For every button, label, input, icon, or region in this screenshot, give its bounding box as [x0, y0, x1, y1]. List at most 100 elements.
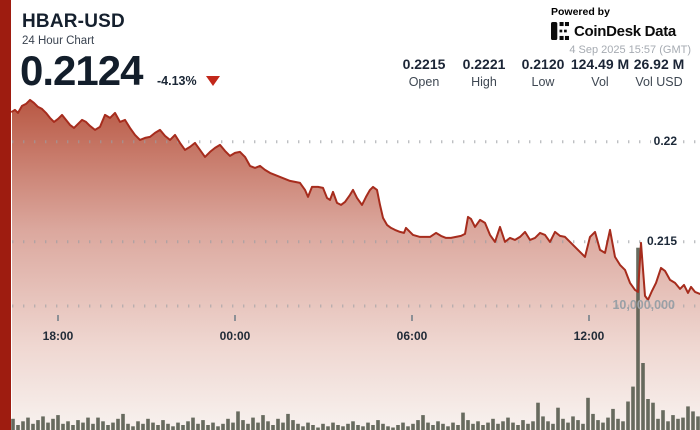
volume-bar	[646, 399, 650, 430]
volume-bar	[36, 420, 40, 430]
volume-bar	[121, 413, 125, 430]
volume-bar	[71, 425, 75, 430]
volume-bar	[401, 422, 405, 430]
volume-bar	[456, 425, 460, 430]
stat-high-label: High	[471, 75, 497, 89]
price-axis-label-022: 0.22	[650, 134, 680, 148]
current-price: 0.2124	[20, 47, 143, 94]
volume-bar	[16, 425, 20, 430]
volume-bar	[591, 413, 595, 430]
chart-subtitle: 24 Hour Chart	[22, 35, 95, 47]
stat-high: 0.2221 High	[463, 56, 506, 89]
volume-bar	[576, 420, 580, 430]
stat-vol-value: 124.49 M	[570, 56, 630, 72]
volume-bar	[146, 418, 150, 430]
volume-bar	[166, 423, 170, 430]
volume-bar	[561, 418, 565, 430]
time-axis-label-1200: 12:00	[573, 329, 605, 343]
stat-high-value: 0.2221	[462, 56, 506, 72]
volume-bar	[111, 422, 115, 430]
volume-bar	[176, 422, 180, 430]
coindesk-data-logo[interactable]: CoinDesk Data	[551, 22, 691, 40]
time-axis-label-0000: 00:00	[219, 329, 251, 343]
volume-bar	[126, 423, 130, 430]
volume-bar	[346, 423, 350, 430]
volume-bar	[616, 418, 620, 430]
volume-bar	[581, 423, 585, 430]
volume-bar	[426, 422, 430, 430]
volume-bar	[406, 426, 410, 430]
volume-bar	[261, 415, 265, 430]
volume-bar	[491, 418, 495, 430]
volume-bar	[571, 416, 575, 430]
stat-vol: 124.49 M Vol	[571, 56, 629, 89]
volume-bar	[551, 423, 555, 430]
volume-bar	[46, 422, 50, 430]
volume-bar	[26, 417, 30, 430]
volume-bar	[436, 421, 440, 430]
volume-bar	[306, 422, 310, 430]
x-axis-tick-12:00	[588, 315, 590, 321]
volume-bar	[81, 422, 85, 430]
volume-bar	[496, 423, 500, 430]
volume-bar	[256, 422, 260, 430]
volume-bar	[231, 422, 235, 430]
volume-bar	[61, 423, 65, 430]
volume-bar	[201, 420, 205, 430]
volume-bar	[326, 426, 330, 430]
volume-bar	[226, 418, 230, 430]
volume-bar	[601, 422, 605, 430]
volume-bar	[76, 420, 80, 430]
stat-low: 0.2120 Low	[522, 56, 565, 89]
volume-bar	[501, 421, 505, 430]
volume-bar	[101, 421, 105, 430]
volume-bar	[171, 426, 175, 430]
volume-bar	[656, 418, 660, 430]
volume-bar	[431, 425, 435, 430]
volume-bar	[411, 423, 415, 430]
volume-bar	[241, 420, 245, 430]
volume-bar	[586, 397, 590, 430]
volume-bar	[361, 426, 365, 430]
volume-bar	[211, 422, 215, 430]
volume-bar	[696, 416, 700, 430]
volume-bar	[441, 423, 445, 430]
volume-bar	[476, 421, 480, 430]
volume-bar	[486, 422, 490, 430]
stat-low-value: 0.2120	[521, 56, 565, 72]
volume-bar	[86, 417, 90, 430]
volume-bar	[236, 411, 240, 430]
price-axis-label-0215: 0.215	[643, 234, 680, 248]
volume-bar	[21, 421, 25, 430]
stat-open: 0.2215 Open	[403, 56, 446, 89]
volume-bar	[566, 422, 570, 430]
volume-bar	[481, 425, 485, 430]
volume-bar	[606, 417, 610, 430]
volume-bar	[321, 423, 325, 430]
volume-bar	[366, 422, 370, 430]
volume-bar	[376, 420, 380, 430]
volume-bar	[686, 406, 690, 430]
volume-bar	[276, 418, 280, 430]
price-change: -4.13%	[157, 74, 220, 88]
volume-bar	[626, 401, 630, 430]
volume-bar	[371, 425, 375, 430]
volume-bar	[661, 410, 665, 430]
powered-by-label: Powered by	[551, 6, 610, 18]
volume-bar	[471, 423, 475, 430]
x-axis-tick-18:00	[57, 315, 59, 321]
volume-bar	[356, 425, 360, 430]
volume-bar	[271, 425, 275, 430]
volume-bar	[681, 417, 685, 430]
volume-bar	[31, 423, 35, 430]
x-axis-tick-00:00	[234, 315, 236, 321]
volume-bar	[621, 421, 625, 430]
volume-bar	[676, 418, 680, 430]
volume-bar	[416, 420, 420, 430]
volume-bar	[531, 421, 535, 430]
volume-bar	[556, 407, 560, 430]
volume-axis-label: 10,000,000	[612, 298, 675, 312]
volume-bar	[516, 425, 520, 430]
stat-low-label: Low	[531, 75, 555, 89]
